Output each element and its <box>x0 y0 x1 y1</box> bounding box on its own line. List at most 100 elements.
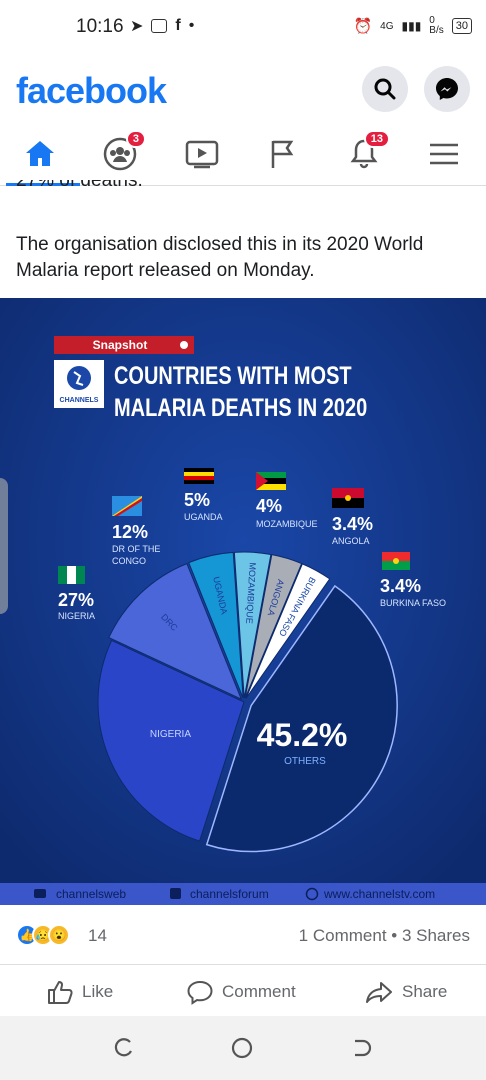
signal-icon: ▮▮▮ <box>401 19 422 33</box>
speed-unit: B/s <box>429 25 444 36</box>
infographic-image[interactable]: Snapshot CHANNELS COUNTRIES WITH MOST MA… <box>0 298 486 905</box>
footer-site: www.channelstv.com <box>323 887 435 901</box>
status-bar: 10:16 ➤ f • ⏰ 4G ▮▮▮ 0 B/s 30 <box>0 0 486 56</box>
share-icon <box>366 982 392 1003</box>
speed-value: 0 <box>429 15 435 26</box>
callout-nigeria: 27% NIGERIA <box>58 566 95 621</box>
snapshot-tag: Snapshot <box>93 338 148 352</box>
post-text-cut: 27% of deaths. <box>16 180 476 202</box>
uganda-flag-black <box>184 480 214 484</box>
thumbs-up-icon <box>48 981 73 1004</box>
reaction-icons[interactable]: 👍 😥 😮 <box>16 924 70 946</box>
slice-label-mozambique: MOZAMBIQUE <box>244 562 258 624</box>
share-label: Share <box>402 982 448 1001</box>
back-icon[interactable] <box>350 1036 374 1060</box>
slice-label-nigeria: NIGERIA <box>150 729 191 740</box>
others-label: OTHERS <box>284 756 326 767</box>
uganda-flag-icon <box>184 468 214 472</box>
search-button[interactable] <box>362 66 408 112</box>
tab-home[interactable] <box>20 134 60 174</box>
pie-slice-nigeria <box>97 639 245 842</box>
groups-icon <box>103 137 137 171</box>
others-percent: 45.2% <box>257 717 348 753</box>
reaction-count[interactable]: 14 <box>88 926 107 945</box>
drc-flag-stripe-yellow <box>112 496 142 516</box>
tab-bar: 3 13 <box>0 122 486 186</box>
comment-count[interactable]: 1 Comment <box>298 926 387 945</box>
drc-name-1: DR OF THE <box>112 544 160 554</box>
live-dot-icon <box>180 341 188 349</box>
tab-menu[interactable] <box>424 134 464 174</box>
comment-button[interactable]: Comment <box>186 979 296 1005</box>
youtube-icon <box>34 889 46 898</box>
recents-icon[interactable] <box>112 1036 136 1060</box>
pie-slice-burkina-faso <box>245 563 331 699</box>
infographic-title-2: MALARIA DEATHS IN 2020 <box>114 394 367 422</box>
post-actions: Like Comment Share <box>0 964 486 1018</box>
reactions-row: 👍 😥 😮 14 1 Comment • 3 Shares <box>0 918 486 954</box>
search-icon <box>374 78 396 100</box>
like-button[interactable]: Like <box>46 979 113 1005</box>
angola-flag-black <box>332 498 364 508</box>
nigeria-flag-white <box>67 566 76 584</box>
tab-groups[interactable]: 3 <box>100 130 146 174</box>
drc-name-2: CONGO <box>112 556 146 566</box>
speed-readout: 0 B/s <box>429 16 443 36</box>
callout-drc: 12% DR OF THE CONGO <box>112 496 160 566</box>
pie-slice-mozambique <box>233 551 272 699</box>
mozambique-flag-icon <box>256 472 286 478</box>
mozambique-flag-triangle <box>256 472 268 490</box>
uganda-flag-yellow <box>184 472 214 476</box>
mozambique-flag-yellow <box>256 484 286 490</box>
callout-burkina: 3.4% BURKINA FASO <box>380 552 446 608</box>
burkina-name: BURKINA FASO <box>380 598 446 608</box>
callout-uganda: 5% UGANDA <box>184 468 223 522</box>
messenger-button[interactable] <box>424 66 470 112</box>
uganda-percent: 5% <box>184 490 210 510</box>
infographic-svg: Snapshot CHANNELS COUNTRIES WITH MOST MA… <box>0 298 486 905</box>
facebook-small-icon: f <box>175 17 181 34</box>
notifications-badge: 13 <box>363 130 390 148</box>
nigeria-flag-green <box>76 566 85 584</box>
facebook-logo: facebook <box>16 70 167 111</box>
pie-slice-drc <box>108 562 243 701</box>
callout-mozambique: 4% MOZAMBIQUE <box>256 472 318 529</box>
nigeria-name: NIGERIA <box>58 611 95 621</box>
burkina-flag-green <box>382 561 410 570</box>
burkina-percent: 3.4% <box>380 576 421 596</box>
dot-icon: • <box>188 17 195 34</box>
tab-watch[interactable] <box>182 134 222 174</box>
tab-pages[interactable] <box>262 134 302 174</box>
drc-percent: 12% <box>112 522 148 542</box>
alarm-icon: ⏰ <box>353 18 373 35</box>
share-count[interactable]: 3 Shares <box>401 926 470 945</box>
angola-flag-icon <box>332 488 364 498</box>
telegram-icon: ➤ <box>130 18 144 35</box>
mozambique-name: MOZAMBIQUE <box>256 519 318 529</box>
wow-reaction-icon: 😮 <box>48 924 70 946</box>
comments-shares[interactable]: 1 Comment • 3 Shares <box>298 926 470 945</box>
burkina-flag-icon <box>382 552 410 561</box>
pie-slice-angola <box>244 554 303 699</box>
footer-forum: channelsforum <box>190 887 269 901</box>
burkina-flag-star <box>393 558 399 564</box>
channels-brand: CHANNELS <box>60 397 99 404</box>
home-icon <box>26 141 54 166</box>
status-icons-right: ⏰ 4G ▮▮▮ 0 B/s 30 <box>353 16 472 36</box>
infographic-footer <box>0 883 486 905</box>
angola-percent: 3.4% <box>332 514 373 534</box>
post-cut-line: 27% of deaths. <box>16 180 143 191</box>
active-tab-indicator <box>6 183 80 186</box>
tab-notifications[interactable]: 13 <box>344 130 390 174</box>
status-time: 10:16 <box>76 16 124 37</box>
share-button[interactable]: Share <box>364 979 447 1005</box>
angola-name: ANGOLA <box>332 536 370 546</box>
pie-slice-others <box>205 584 398 853</box>
home-nav-icon[interactable] <box>230 1036 254 1060</box>
battery-icon: 30 <box>451 18 472 34</box>
hamburger-icon <box>430 143 458 165</box>
system-navigation-bar <box>0 1016 486 1080</box>
edge-panel-handle[interactable] <box>0 478 8 614</box>
comment-label: Comment <box>222 982 296 1001</box>
